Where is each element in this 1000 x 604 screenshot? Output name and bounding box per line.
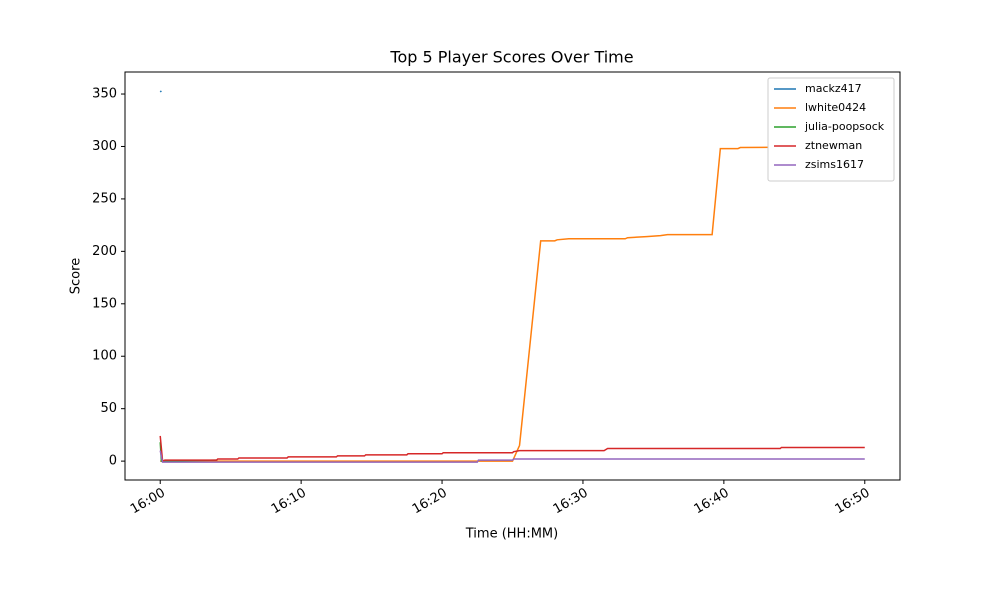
legend-label: mackz417 — [805, 82, 862, 95]
series-line — [159, 90, 162, 93]
y-tick-label: 250 — [92, 191, 117, 206]
x-axis-label: Time (HH:MM) — [465, 527, 558, 542]
y-tick-label: 50 — [100, 401, 117, 416]
y-tick-label: 300 — [92, 139, 117, 154]
y-axis-label: Score — [69, 258, 84, 294]
y-tick-label: 350 — [92, 87, 117, 102]
y-tick-label: 100 — [92, 349, 117, 364]
plot-frame — [124, 71, 901, 481]
legend-label: julia-poopsock — [804, 120, 885, 133]
series-line — [160, 145, 865, 462]
series-line — [159, 450, 865, 463]
y-tick-label: 0 — [109, 454, 117, 469]
legend-box — [767, 77, 895, 182]
chart-title: Top 5 Player Scores Over Time — [389, 48, 633, 67]
legend-label: lwhite0424 — [805, 101, 866, 114]
series-line — [159, 435, 865, 463]
y-tick-label: 150 — [92, 296, 117, 311]
legend-label: ztnewman — [805, 139, 862, 152]
y-tick-label: 200 — [92, 244, 117, 259]
legend-label: zsims1617 — [805, 158, 864, 171]
